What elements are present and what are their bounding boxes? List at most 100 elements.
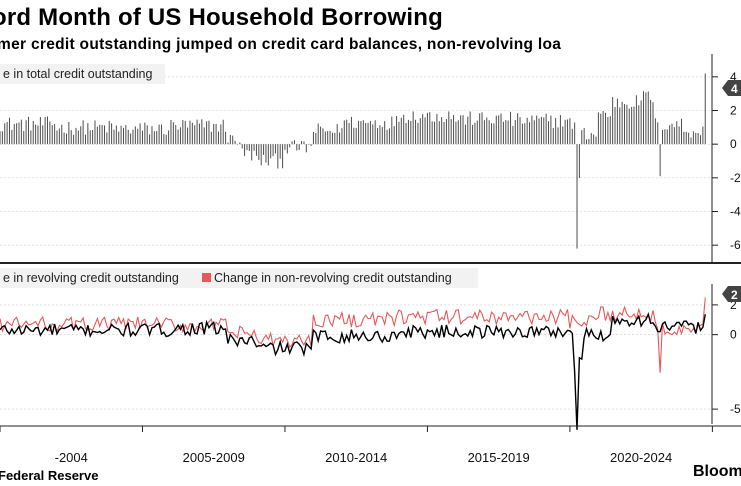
total-credit-bar	[638, 105, 640, 145]
total-credit-bar	[312, 131, 314, 145]
total-credit-bar	[673, 127, 675, 145]
total-credit-bar	[182, 120, 184, 145]
total-credit-bar	[700, 135, 701, 145]
total-credit-bar	[6, 121, 8, 145]
total-credit-bar	[557, 127, 559, 145]
total-credit-bar	[54, 123, 56, 145]
total-credit-bar	[495, 115, 497, 145]
legend-revolving-label: e in revolving credit outstanding	[3, 271, 179, 285]
total-credit-bar	[248, 144, 250, 151]
total-credit-bar	[355, 127, 357, 145]
total-credit-bar	[583, 127, 585, 145]
total-credit-bar	[16, 123, 18, 145]
total-credit-bar	[191, 122, 193, 145]
total-credit-bar	[486, 117, 488, 145]
total-credit-bar	[125, 125, 127, 145]
total-credit-bar	[457, 120, 459, 145]
total-credit-bar	[393, 126, 395, 145]
total-credit-bar	[51, 125, 53, 145]
total-credit-bar	[476, 120, 478, 145]
x-tick-label: -2004	[55, 450, 88, 465]
bottom-y-axis: 2 0 -5	[711, 284, 741, 424]
total-credit-bar	[42, 125, 44, 145]
total-credit-bar	[317, 123, 319, 145]
bottom-y-tick-label: -5	[730, 402, 741, 416]
total-credit-bar	[101, 124, 103, 145]
total-credit-bar	[643, 91, 645, 145]
total-credit-bar	[246, 144, 248, 151]
total-credit-bar	[70, 130, 72, 145]
total-credit-bar	[533, 120, 535, 145]
total-credit-bar	[331, 132, 333, 145]
total-credit-bar	[63, 132, 65, 145]
total-credit-bar	[422, 114, 424, 145]
total-credit-bar	[576, 144, 578, 249]
x-tick-label: 2010-2014	[325, 450, 387, 465]
top-callout: 4	[722, 80, 741, 96]
total-credit-bar	[217, 131, 219, 145]
total-credit-bar	[633, 106, 635, 145]
total-credit-bar	[605, 112, 607, 145]
total-credit-bar	[377, 128, 379, 145]
chart-title: ord Month of US Household Borrowing	[0, 4, 443, 31]
top-callout-label: 4	[731, 82, 738, 96]
total-credit-bar	[436, 113, 438, 145]
total-credit-bar	[46, 116, 48, 145]
total-credit-bar	[514, 120, 516, 145]
legend-nonrevolving-label: Change in non-revolving credit outstandi…	[214, 271, 452, 285]
total-credit-bar	[130, 133, 132, 145]
total-credit-bar	[559, 115, 561, 145]
total-credit-bar	[115, 125, 117, 145]
total-credit-bar	[662, 130, 664, 145]
total-credit-bar	[597, 112, 599, 145]
total-credit-bar	[507, 120, 509, 145]
total-credit-bar	[179, 127, 181, 145]
total-credit-bar	[206, 121, 208, 145]
total-credit-bar	[386, 129, 388, 145]
total-credit-bar	[683, 131, 685, 145]
total-credit-bar	[222, 119, 224, 145]
total-credit-bar	[165, 134, 167, 145]
total-credit-bar	[265, 144, 267, 163]
total-credit-bar	[310, 144, 312, 146]
total-credit-bar	[502, 121, 504, 145]
total-credit-bar	[417, 122, 419, 145]
total-credit-bar	[593, 134, 595, 145]
total-credit-bar	[469, 111, 471, 145]
total-credit-bar	[198, 123, 200, 145]
total-credit-bar	[619, 107, 621, 145]
total-credit-bar	[419, 118, 421, 145]
total-credit-bar	[251, 144, 253, 161]
total-credit-bar	[369, 121, 371, 145]
total-credit-bar	[284, 144, 286, 150]
total-credit-bar	[298, 144, 300, 150]
total-credit-bar	[462, 115, 464, 145]
total-credit-bar	[493, 123, 495, 145]
total-credit-bar	[87, 123, 89, 145]
total-credit-bar	[450, 119, 452, 145]
total-credit-bar	[336, 123, 338, 145]
total-credit-bar	[645, 92, 647, 145]
total-credit-bar	[118, 131, 120, 145]
total-credit-bar	[258, 144, 260, 161]
total-credit-bar	[697, 133, 699, 145]
total-credit-bar	[441, 117, 443, 145]
total-credit-bar	[586, 139, 588, 145]
total-credit-bar	[362, 120, 364, 145]
total-credit-bar	[555, 117, 557, 145]
total-credit-bar	[574, 122, 576, 145]
total-credit-bar	[491, 123, 493, 145]
top-y-tick-label: -4	[730, 205, 741, 219]
total-credit-bar	[30, 130, 32, 145]
total-credit-bar	[616, 98, 618, 145]
total-credit-bar	[25, 120, 27, 145]
total-credit-bar	[374, 120, 376, 145]
total-credit-bar	[424, 117, 426, 145]
total-credit-bar	[75, 127, 77, 145]
total-credit-bar	[443, 121, 445, 145]
total-credit-bar	[669, 125, 671, 145]
total-credit-bar	[305, 144, 307, 153]
total-credit-bar	[595, 136, 597, 145]
chart-subtitle: mer credit outstanding jumped on credit …	[0, 36, 562, 53]
total-credit-bar	[538, 118, 540, 145]
